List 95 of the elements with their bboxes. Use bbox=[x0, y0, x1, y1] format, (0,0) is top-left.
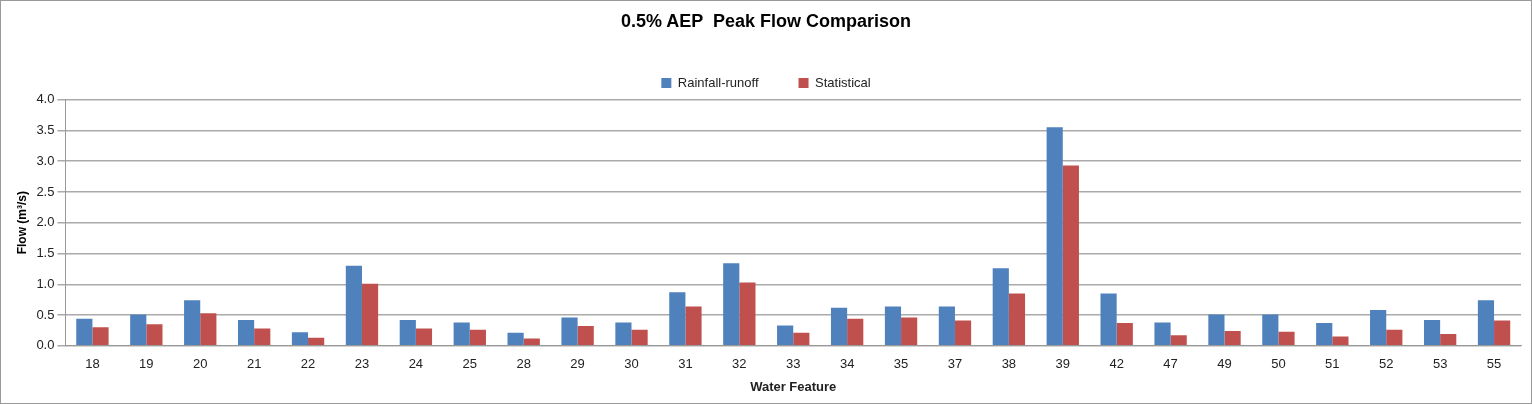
bar bbox=[76, 318, 93, 346]
bar bbox=[723, 263, 740, 346]
bar bbox=[830, 307, 848, 346]
bar bbox=[361, 283, 379, 346]
bar bbox=[146, 324, 163, 346]
bar bbox=[739, 282, 756, 346]
legend-label: Statistical bbox=[815, 74, 871, 90]
bar bbox=[938, 306, 955, 346]
x-tick-label: 32 bbox=[732, 356, 747, 372]
bar bbox=[399, 319, 416, 346]
x-tick-label: 35 bbox=[893, 356, 909, 372]
bar bbox=[847, 318, 864, 346]
x-tick-label: 20 bbox=[193, 356, 208, 372]
bar bbox=[1100, 293, 1117, 346]
y-tick-label: 3.5 bbox=[36, 121, 55, 137]
bar bbox=[669, 292, 686, 346]
bar bbox=[1477, 300, 1495, 346]
x-tick-label: 55 bbox=[1486, 356, 1502, 372]
bar bbox=[1154, 322, 1171, 346]
x-tick-label: 39 bbox=[1055, 356, 1071, 372]
x-tick-label: 30 bbox=[624, 356, 639, 372]
x-tick-label: 24 bbox=[408, 356, 424, 372]
x-axis-title: Water Feature bbox=[750, 378, 837, 394]
x-tick-label: 28 bbox=[516, 356, 531, 372]
x-tick-label: 21 bbox=[246, 356, 262, 372]
x-tick-label: 52 bbox=[1378, 356, 1394, 372]
bar bbox=[1370, 310, 1387, 346]
x-tick-label: 50 bbox=[1271, 356, 1286, 372]
bar bbox=[237, 319, 255, 346]
bar bbox=[184, 300, 201, 346]
bar bbox=[1440, 334, 1457, 346]
bar bbox=[507, 332, 524, 346]
x-tick-label: 51 bbox=[1325, 356, 1340, 372]
bar bbox=[615, 322, 632, 346]
bar bbox=[1332, 336, 1349, 346]
bar bbox=[1062, 165, 1079, 346]
x-tick-label: 29 bbox=[570, 356, 585, 372]
bar bbox=[1170, 335, 1187, 346]
y-tick-label: 0.5 bbox=[36, 306, 55, 322]
bar bbox=[415, 328, 433, 346]
y-tick-label: 4.0 bbox=[36, 91, 55, 107]
y-axis-title: Flow (m³/s) bbox=[14, 191, 29, 255]
chart-title: 0.5% AEP Peak Flow Comparison bbox=[620, 10, 912, 31]
bar bbox=[561, 317, 578, 346]
x-tick-label: 19 bbox=[139, 356, 154, 372]
bar bbox=[1494, 320, 1511, 346]
bar bbox=[200, 313, 217, 346]
bar bbox=[1008, 293, 1026, 346]
bar bbox=[1046, 127, 1063, 346]
x-tick-label: 33 bbox=[786, 356, 801, 372]
bar bbox=[92, 327, 109, 346]
x-tick-label: 34 bbox=[839, 356, 855, 372]
legend-label: Rainfall-runoff bbox=[677, 74, 759, 90]
bar bbox=[130, 314, 147, 346]
x-tick-label: 42 bbox=[1109, 356, 1124, 372]
x-tick-label: 23 bbox=[354, 356, 370, 372]
bar bbox=[345, 265, 362, 346]
bar bbox=[793, 332, 810, 346]
x-tick-label: 25 bbox=[462, 356, 478, 372]
bar bbox=[1224, 331, 1241, 346]
x-tick-label: 53 bbox=[1432, 356, 1448, 372]
bar bbox=[901, 317, 918, 346]
bar bbox=[291, 332, 309, 346]
bar bbox=[631, 329, 648, 346]
bar bbox=[453, 322, 470, 346]
bar bbox=[777, 325, 794, 346]
y-tick-label: 2.0 bbox=[36, 214, 55, 230]
bar bbox=[469, 329, 486, 346]
bar bbox=[254, 328, 271, 346]
bar bbox=[1316, 323, 1333, 346]
y-tick-label: 1.5 bbox=[36, 245, 55, 261]
x-tick-label: 22 bbox=[300, 356, 316, 372]
x-tick-label: 38 bbox=[1001, 356, 1017, 372]
bar bbox=[1208, 314, 1225, 346]
bar bbox=[577, 326, 594, 346]
x-tick-label: 37 bbox=[947, 356, 963, 372]
bar bbox=[1262, 314, 1279, 346]
bar bbox=[685, 306, 702, 346]
y-tick-label: 0.0 bbox=[36, 337, 55, 353]
x-tick-label: 49 bbox=[1217, 356, 1232, 372]
bar bbox=[1423, 319, 1441, 346]
bar bbox=[1386, 329, 1403, 346]
bar bbox=[523, 338, 540, 346]
y-tick-label: 1.0 bbox=[36, 275, 55, 291]
y-tick-label: 2.5 bbox=[36, 183, 55, 199]
bar bbox=[884, 306, 902, 346]
bar bbox=[1116, 323, 1133, 346]
x-tick-label: 18 bbox=[85, 356, 100, 372]
x-tick-label: 31 bbox=[678, 356, 693, 372]
bar bbox=[1278, 331, 1295, 346]
bar bbox=[954, 320, 972, 346]
bar bbox=[992, 268, 1009, 346]
bar bbox=[308, 337, 325, 346]
y-tick-label: 3.0 bbox=[36, 152, 55, 168]
x-tick-label: 47 bbox=[1163, 356, 1178, 372]
